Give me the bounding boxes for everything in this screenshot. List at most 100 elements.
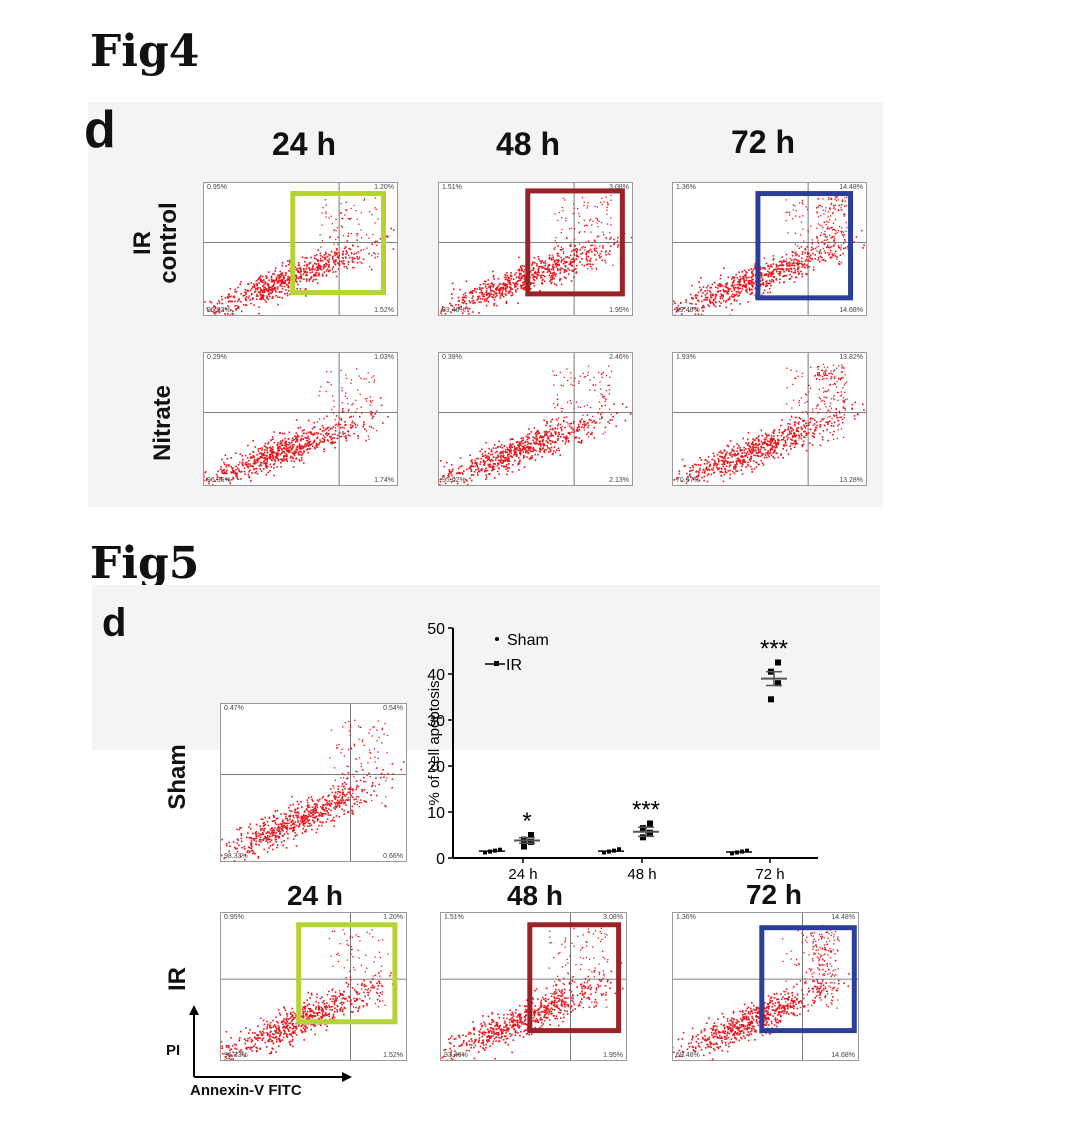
highlight-box: [290, 191, 386, 296]
fig4-row-label-ir-line1: IR: [129, 231, 156, 255]
event-dots: [204, 368, 389, 485]
quadrant-percent-tr: 2.46%: [609, 354, 629, 361]
fig4-plot-r0-c1-scatter: [439, 183, 632, 315]
fig5-plot-ir-1-scatter: [441, 913, 626, 1060]
quadrant-percent-bl: 98.33%: [224, 853, 248, 860]
event-dots: [673, 924, 850, 1060]
quadrant-percent-bl: 96.33%: [207, 307, 231, 314]
fig4-time-24h: 24 h: [271, 126, 337, 162]
quadrant-percent-tl: 0.47%: [224, 705, 244, 712]
y-tick-label: 30: [427, 713, 445, 730]
quadrant-percent-bl: 96.33%: [224, 1052, 248, 1059]
fig4-plot-r1-c2-scatter: [673, 353, 866, 485]
quadrant-percent-br: 2.13%: [609, 477, 629, 484]
x-tick-label: 24 h: [508, 866, 537, 883]
ir-point: [775, 659, 781, 666]
fig4-plot-r0-c2-scatter: [673, 183, 866, 315]
ir-point: [640, 825, 646, 832]
sham-point: [498, 847, 502, 852]
quadrant-percent-bl: 69.48%: [676, 1052, 700, 1059]
quadrant-percent-br: 0.66%: [383, 853, 403, 860]
fig4-time-72h: 72 h: [730, 124, 796, 160]
x-tick-label: 48 h: [627, 866, 656, 883]
legend-marker-ir: [494, 661, 499, 666]
fig4-plot-r1-c2: 1.93% 13.82% 70.97% 13.28%: [672, 352, 867, 486]
event-dots: [204, 197, 395, 315]
quadrant-percent-tr: 1.20%: [383, 914, 403, 921]
event-dots: [440, 194, 632, 315]
quadrant-percent-br: 1.95%: [603, 1052, 623, 1059]
fig5-time-72h: 72 h: [745, 879, 803, 910]
fig5-plot-sham-scatter: [221, 704, 406, 861]
fig4-row-label-ir-line2: control: [155, 202, 182, 284]
y-tick-label: 10: [427, 805, 445, 822]
legend-marker-sham: [495, 637, 499, 641]
quadrant-percent-tl: 1.51%: [444, 914, 464, 921]
significance-marker: ***: [760, 636, 788, 663]
quadrant-percent-tr: 1.03%: [374, 354, 394, 361]
x-axis-arrow-head: [342, 1072, 352, 1082]
legend-label-sham: Sham: [507, 632, 549, 649]
fig4-plot-r1-c1: 0.39% 2.46% 95.02% 2.13%: [438, 352, 633, 486]
highlight-box: [296, 922, 398, 1025]
fig4-plot-r1-c0-scatter: [204, 353, 397, 485]
y-tick-label: 50: [427, 621, 445, 638]
fig5-time-24h: 24 h: [286, 880, 344, 911]
ir-point: [528, 838, 534, 845]
significance-marker: ***: [632, 797, 660, 824]
event-dots: [221, 719, 405, 861]
quadrant-percent-br: 1.52%: [383, 1052, 403, 1059]
y-axis-arrow-head: [189, 1005, 199, 1015]
ir-point: [528, 832, 534, 838]
quadrant-percent-tr: 1.20%: [374, 184, 394, 191]
quadrant-percent-br: 1.95%: [609, 307, 629, 314]
fig4-panel-letter: d: [84, 101, 116, 159]
quadrant-percent-tr: 14.48%: [839, 184, 863, 191]
fig4-row-label-nitrate-text: Nitrate: [149, 384, 176, 462]
quadrant-percent-tr: 13.82%: [839, 354, 863, 361]
y-tick-label: 20: [427, 759, 445, 776]
fig5-row-label-sham-text: Sham: [164, 744, 191, 810]
quadrant-percent-br: 14.68%: [839, 307, 863, 314]
quadrant-percent-br: 13.28%: [839, 477, 863, 484]
event-dots: [441, 925, 624, 1060]
quadrant-percent-tr: 0.54%: [383, 705, 403, 712]
event-dots: [221, 929, 396, 1060]
fig5-panel-letter: d: [102, 601, 127, 645]
fig4-plot-r0-c0-scatter: [204, 183, 397, 315]
quadrant-percent-bl: 70.97%: [676, 477, 700, 484]
highlight-box: [755, 191, 854, 301]
sham-point: [602, 850, 606, 855]
highlight-box: [525, 188, 625, 297]
quadrant-percent-tr: 3.08%: [609, 184, 629, 191]
quadrant-percent-br: 1.74%: [374, 477, 394, 484]
legend-label-ir: IR: [506, 657, 522, 674]
quadrant-percent-bl: 93.46%: [444, 1052, 468, 1059]
quadrant-percent-bl: 93.46%: [442, 307, 466, 314]
sham-point: [617, 847, 621, 852]
fig4-plot-r0-c2: 1.36% 14.48% 69.48% 14.68%: [672, 182, 867, 316]
fig5-plot-ir-2-scatter: [673, 913, 858, 1060]
fig5-title: Fig5: [90, 538, 200, 589]
y-axis-label: % of cell apoptosis: [426, 680, 443, 805]
quadrant-percent-tr: 14.48%: [831, 914, 855, 921]
event-dots: [673, 363, 865, 485]
sham-point: [483, 850, 487, 855]
quadrant-percent-br: 14.68%: [831, 1052, 855, 1059]
fig4-plot-r1-c1-scatter: [439, 353, 632, 485]
quadrant-percent-tl: 0.95%: [207, 184, 227, 191]
quadrant-percent-tl: 0.95%: [224, 914, 244, 921]
sham-point: [730, 851, 734, 856]
fig5-time-48h: 48 h: [506, 880, 564, 911]
ir-point: [521, 843, 527, 850]
quadrant-percent-bl: 69.48%: [676, 307, 700, 314]
x-tick-label: 72 h: [755, 866, 784, 883]
event-dots: [439, 365, 632, 485]
quadrant-percent-br: 1.52%: [374, 307, 394, 314]
sham-point: [745, 848, 749, 853]
significance-marker: *: [522, 808, 531, 835]
fig4-plot-r0-c0: 0.95% 1.20% 96.33% 1.52%: [203, 182, 398, 316]
y-tick-label: 0: [436, 851, 445, 868]
fig5-plot-ir-0-scatter: [221, 913, 406, 1060]
quadrant-percent-tl: 1.36%: [676, 184, 696, 191]
